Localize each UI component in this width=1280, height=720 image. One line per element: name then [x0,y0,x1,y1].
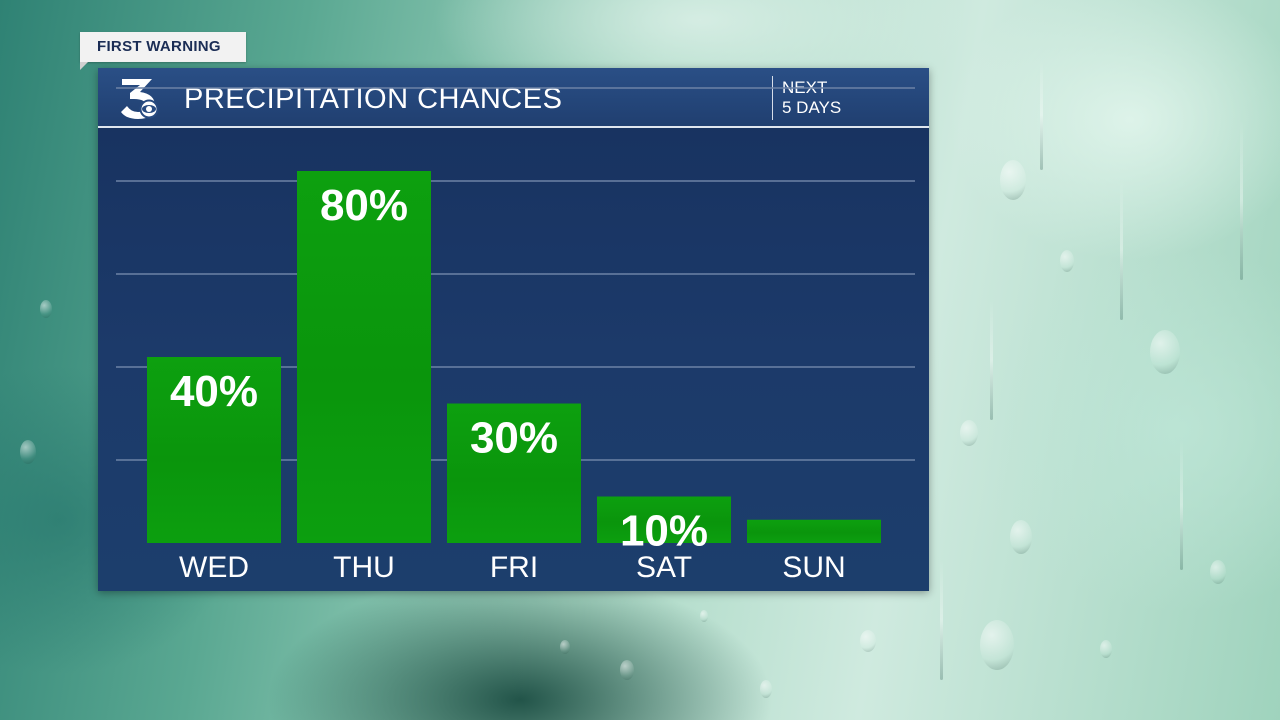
category-label-fri: FRI [490,551,538,584]
data-label-thu: 80% [320,181,408,230]
raindrop [560,640,570,654]
category-label-sat: SAT [636,551,692,584]
bar-sat [597,496,731,543]
header-divider [772,76,773,120]
raindrop [860,630,876,652]
rain-streak [990,300,993,420]
category-label-thu: THU [333,551,395,584]
rain-streak [940,560,943,680]
raindrop [1010,520,1032,554]
raindrop [1150,330,1180,374]
bar-thu [297,171,431,543]
rain-streak [1240,120,1243,280]
category-label-wed: WED [179,551,249,584]
raindrop [700,610,708,622]
forecast-panel: PRECIPITATION CHANCES NEXT 5 DAYS 40% WED… [98,68,929,591]
precipitation-bar-chart: 40% WED 80% THU 30% FRI 10%SAT SUN [116,87,915,584]
first-warning-badge: FIRST WARNING [80,32,246,70]
raindrop [1210,560,1226,584]
raindrop [20,440,36,464]
rain-streak [1180,440,1183,570]
data-label-sat: 10% [620,507,708,556]
forecast-period: NEXT 5 DAYS [782,78,841,118]
station-3-logo-icon [121,79,159,119]
first-warning-label: FIRST WARNING [97,38,221,55]
raindrop [980,620,1014,670]
raindrop [1100,640,1112,658]
bar-fri [447,403,581,543]
bar-sun [747,519,881,543]
rain-streak [1120,180,1123,320]
raindrop [960,420,978,446]
data-label-fri: 30% [470,414,558,463]
bar-wed [147,357,281,543]
rain-streak [1040,60,1043,170]
forecast-period-line2: 5 DAYS [782,98,842,117]
data-label-wed: 40% [170,367,258,416]
raindrop [760,680,772,698]
category-label-sun: SUN [782,551,845,584]
raindrop [1000,160,1026,200]
raindrop [40,300,52,318]
raindrop [620,660,634,680]
raindrop [1060,250,1074,272]
